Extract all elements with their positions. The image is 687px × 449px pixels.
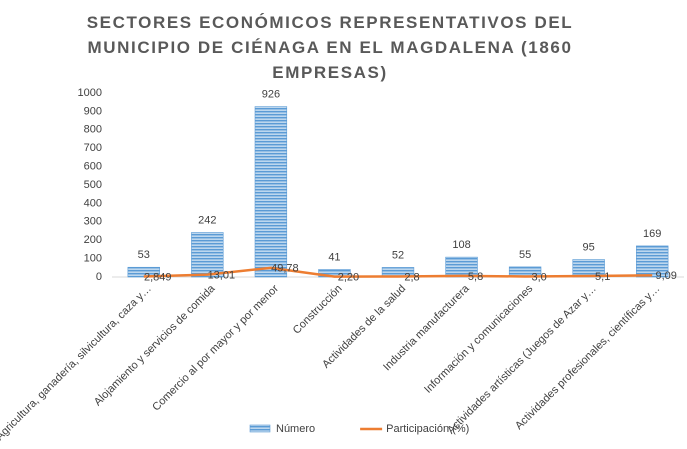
line-value-label: 9,09 (656, 270, 677, 282)
x-tick-label: Alojamiento y servicios de comida (92, 282, 218, 408)
x-tick-label: Construcción (291, 283, 345, 337)
bar-value-label: 55 (519, 249, 531, 261)
legend-swatch (249, 424, 271, 433)
bar-value-label: 53 (138, 249, 150, 261)
line-value-label: 5,8 (468, 271, 483, 283)
x-tick-label: Información y comunicaciones (422, 282, 535, 395)
line-value-label: 3,0 (531, 271, 546, 283)
bar (636, 245, 669, 278)
line-value-label: 2,849 (144, 271, 172, 283)
chart-title: SECTORES ECONÓMICOS REPRESENTATIVOS DEL … (86, 13, 574, 82)
y-tick-label: 700 (84, 142, 102, 154)
y-tick-label: 200 (84, 234, 102, 246)
x-tick-label: Actividades profesionales, científicas y… (513, 283, 662, 432)
bar-value-label: 41 (328, 251, 340, 263)
y-tick-label: 1000 (78, 87, 102, 99)
bar-value-label: 242 (198, 214, 216, 226)
y-tick-label: 100 (84, 253, 102, 265)
line-value-label: 2,8 (404, 271, 419, 283)
y-tick-label: 900 (84, 105, 102, 117)
x-tick-label: Comercio al por mayor y por menor (150, 282, 281, 413)
y-tick-label: 400 (84, 197, 102, 209)
bar-value-label: 95 (583, 241, 595, 253)
legend-label: Número (276, 423, 315, 435)
line-value-label: 2,20 (338, 272, 359, 284)
y-tick-label: 600 (84, 161, 102, 173)
line-value-label: 49,78 (271, 263, 299, 275)
y-tick-label: 800 (84, 124, 102, 136)
line-value-label: 13,01 (208, 270, 236, 282)
bar (254, 106, 288, 278)
line (143, 266, 653, 278)
y-tick-label: 300 (84, 216, 102, 228)
bar-value-label: 169 (643, 228, 661, 240)
bar (191, 232, 224, 278)
y-tick-label: 0 (96, 271, 102, 283)
bar-value-label: 926 (262, 89, 280, 101)
legend-label: Participación (%) (386, 423, 469, 435)
y-tick-label: 500 (84, 179, 102, 191)
line-value-label: 5,1 (595, 271, 610, 283)
bar-value-label: 108 (452, 239, 470, 251)
bar-value-label: 52 (392, 249, 404, 261)
bar (127, 266, 160, 278)
